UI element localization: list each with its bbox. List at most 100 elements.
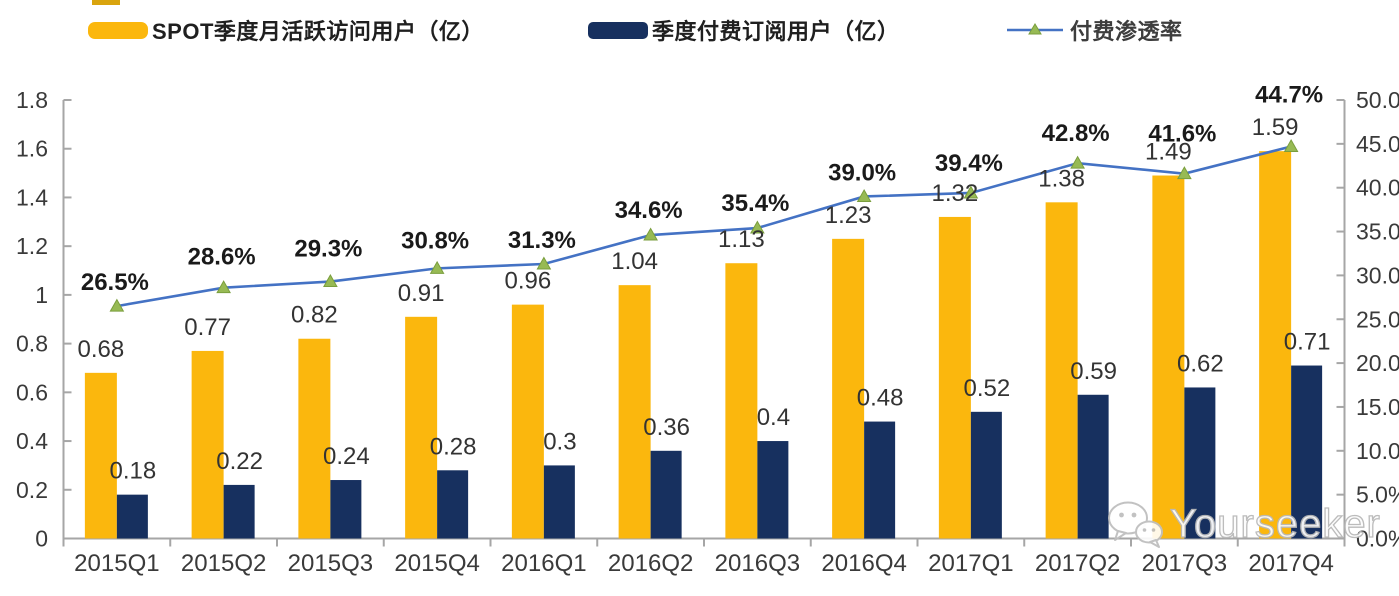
y-left-tick-label: 0.2: [16, 477, 48, 503]
subs-legend-label: 季度付费订阅用户（亿）: [652, 19, 900, 44]
x-category-label: 2016Q4: [821, 550, 906, 577]
subs-bar-label: 0.62: [1177, 350, 1224, 377]
y-right-tick-label: 45.0%: [1356, 131, 1399, 157]
y-left-tick-label: 0.6: [16, 379, 48, 405]
subs-bar-label: 0.36: [643, 414, 690, 441]
subs-bar-label: 0.3: [543, 428, 576, 455]
legend-item-rate: 付费渗透率: [1006, 19, 1183, 44]
penetration-rate-label: 30.8%: [401, 227, 469, 254]
penetration-rate-label: 41.6%: [1148, 121, 1216, 148]
mau-legend-swatch: [88, 21, 148, 39]
subs-bar: [1184, 387, 1216, 539]
mau-bar: [191, 350, 224, 539]
mau-bar-label: 1.59: [1252, 114, 1299, 141]
subs-bar-label: 0.59: [1070, 358, 1117, 385]
y-left-tick-label: 1.8: [16, 87, 48, 113]
mau-bar-label: 1.04: [611, 248, 658, 275]
subs-bar-label: 0.22: [216, 448, 263, 475]
y-right-tick-label: 5.0%: [1356, 482, 1399, 508]
x-category-label: 2017Q3: [1142, 550, 1227, 577]
subs-bar-label: 0.24: [323, 443, 370, 470]
subs-bar: [650, 450, 682, 539]
subs-bar-label: 0.18: [110, 458, 157, 485]
subs-bar: [223, 484, 255, 539]
x-category-label: 2016Q3: [715, 550, 800, 577]
subs-bar: [757, 441, 789, 539]
penetration-rate-label: 39.4%: [935, 150, 1003, 177]
mau-legend-label: SPOT季度月活跃访问用户（亿）: [152, 19, 484, 44]
mau-bar: [832, 238, 865, 539]
y-right-tick-label: 40.0%: [1356, 175, 1399, 201]
y-right-tick-label: 35.0%: [1356, 219, 1399, 245]
subs-bar-label: 0.28: [430, 433, 477, 460]
penetration-rate-label: 31.3%: [508, 227, 576, 254]
y-right-tick-label: 10.0%: [1356, 438, 1399, 464]
penetration-line: [116, 145, 1292, 308]
y-right-tick-label: 30.0%: [1356, 262, 1399, 288]
mau-bar-label: 1.32: [932, 180, 979, 207]
mau-bar-label: 0.91: [398, 280, 445, 307]
legend-item-subs: 季度付费订阅用户（亿）: [588, 19, 900, 44]
mau-bar-label: 1.49: [1145, 139, 1192, 166]
x-category-label: 2017Q2: [1035, 550, 1120, 577]
penetration-rate-label: 26.5%: [81, 269, 149, 296]
mau-bar-label: 1.13: [718, 226, 765, 253]
legend-item-mau: SPOT季度月活跃访问用户（亿）: [88, 19, 484, 44]
penetration-rate-label: 34.6%: [615, 197, 683, 224]
penetration-marker: [643, 227, 658, 241]
penetration-marker: [856, 188, 872, 202]
x-category-label: 2016Q2: [608, 550, 693, 577]
mau-bar: [84, 372, 117, 539]
mau-bar: [725, 263, 758, 539]
penetration-rate-label: 39.0%: [828, 159, 896, 186]
mau-bar-label: 0.77: [184, 314, 231, 341]
y-right-tick-label: 0.0%: [1356, 526, 1399, 552]
x-category-label: 2015Q2: [181, 550, 266, 577]
penetration-marker: [1177, 166, 1192, 180]
subs-bar: [1291, 365, 1323, 539]
subs-legend-swatch: [588, 21, 648, 39]
mau-bar-label: 1.38: [1038, 165, 1085, 192]
y-right-tick-label: 20.0%: [1356, 350, 1399, 376]
mau-bar-label: 0.68: [78, 336, 125, 363]
x-category-label: 2015Q4: [394, 550, 479, 577]
y-left-tick-label: 1: [35, 282, 48, 308]
x-category-label: 2017Q4: [1248, 550, 1333, 577]
y-left-tick-label: 0: [35, 526, 48, 552]
penetration-rate-label: 29.3%: [294, 236, 362, 263]
penetration-marker: [536, 256, 552, 270]
legend: SPOT季度月活跃访问用户（亿） 季度付费订阅用户（亿） 付费渗透率: [0, 0, 1399, 60]
penetration-marker: [750, 220, 765, 234]
subs-bar: [330, 480, 362, 539]
subs-bar: [437, 470, 469, 539]
x-category-label: 2017Q1: [928, 550, 1013, 577]
rate-legend-marker: [1007, 23, 1063, 35]
x-category-label: 2015Q3: [288, 550, 373, 577]
penetration-rate-label: 28.6%: [188, 244, 256, 271]
subs-bar-label: 0.4: [757, 404, 790, 431]
subs-bar: [1077, 394, 1109, 539]
penetration-marker: [1283, 138, 1299, 152]
subs-bar-label: 0.52: [964, 375, 1011, 402]
subs-bar: [116, 494, 148, 539]
x-category-label: 2015Q1: [74, 550, 159, 577]
penetration-rate-label: 35.4%: [721, 190, 789, 217]
penetration-marker: [216, 280, 231, 294]
mau-bar-label: 0.82: [291, 302, 338, 329]
subs-bar: [864, 421, 896, 539]
penetration-marker: [429, 260, 445, 274]
mau-bar: [938, 216, 971, 539]
y-right-tick-label: 50.0%: [1356, 87, 1399, 113]
mau-bar: [618, 285, 651, 539]
subs-bar: [543, 465, 575, 539]
penetration-rate-label: 44.7%: [1255, 81, 1323, 108]
y-left-tick-label: 1.6: [16, 136, 48, 162]
subs-bar-label: 0.48: [857, 385, 904, 412]
penetration-marker: [109, 298, 125, 312]
y-right-tick-label: 25.0%: [1356, 306, 1399, 332]
mau-bar: [1045, 202, 1078, 539]
subs-bar: [970, 411, 1002, 539]
rate-legend-label: 付费渗透率: [1070, 19, 1183, 44]
mau-bar: [298, 338, 331, 539]
